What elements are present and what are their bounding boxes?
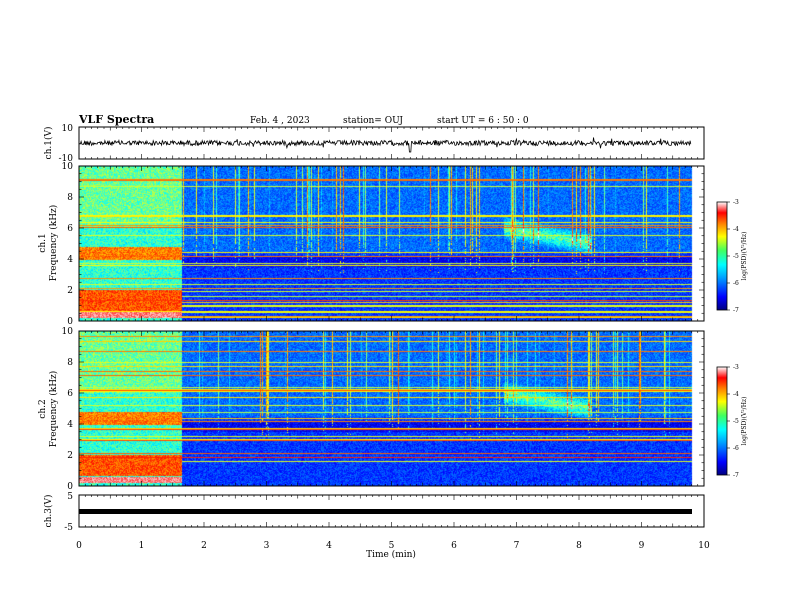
colorbar-tick-label: -5 [733, 253, 739, 260]
y-tick-label: 8 [67, 358, 73, 368]
y-tick-label: 0 [67, 317, 73, 327]
colorbar-tick-label: -5 [733, 418, 739, 425]
ch1-spectrogram-canvas [79, 166, 704, 321]
ch1-ylabel: ch.1(V) [43, 127, 54, 160]
x-tick-label: 2 [201, 541, 207, 551]
x-tick-label: 8 [576, 541, 582, 551]
y-tick-label: 8 [67, 193, 73, 203]
colorbar-tick-label: -4 [733, 391, 739, 398]
ch3-ytick-top: 5 [67, 492, 73, 502]
x-tick-label: 1 [139, 541, 145, 551]
ch3-waveform-panel: 5 -5 ch.3(V) [43, 492, 705, 533]
y-tick-label: 6 [67, 389, 73, 399]
y-tick-label: 4 [67, 255, 73, 265]
x-tick-label: 4 [326, 541, 332, 551]
ch2-colorbar-label: log(PSD)(V²/Hz) [741, 397, 748, 446]
x-tick-label: 6 [451, 541, 457, 551]
colorbar-tick-label: -7 [733, 307, 739, 314]
x-tick-label: 7 [514, 541, 520, 551]
ch2-spectrogram-panel: 0 2 4 6 8 10 ch.2 Frequency (kHz) [38, 327, 705, 492]
ch2-colorbar: -3 -4 -5 -6 -7 log(PSD)(V²/Hz) [716, 364, 748, 479]
colorbar-tick-label: -4 [733, 226, 739, 233]
ch3-waveform-band [79, 509, 692, 514]
y-tick-label: 4 [67, 420, 73, 430]
station-label: station= OUJ [343, 116, 403, 126]
ch2-spec-ylabel-line1: ch.2 [38, 399, 48, 418]
colorbar-tick-label: -7 [733, 472, 739, 479]
x-tick-label: 10 [698, 541, 710, 551]
ch2-spectrogram-canvas [79, 331, 704, 486]
y-tick-label: 2 [67, 286, 73, 296]
ch1-waveform-line [78, 137, 692, 153]
ch1-waveform-panel: 10 -10 ch.1(V) [43, 124, 705, 164]
x-tick-label: 9 [639, 541, 645, 551]
ch3-ylabel: ch.3(V) [43, 495, 54, 528]
start-time-label: start UT = 6 : 50 : 0 [437, 116, 529, 126]
ch3-ytick-bottom: -5 [64, 523, 73, 533]
ch1-colorbar-label: log(PSD)(V²/Hz) [741, 232, 748, 281]
x-axis-label: Time (min) [366, 549, 416, 560]
colorbar-tick-label: -6 [733, 445, 739, 452]
ch1-colorbar: -3 -4 -5 -6 -7 log(PSD)(V²/Hz) [716, 199, 748, 314]
figure-title: VLF Spectra [78, 113, 154, 126]
x-tick-label: 5 [389, 541, 395, 551]
ch1-spectrogram-panel: 0 2 4 6 8 10 ch.1 Frequency (kHz) [38, 162, 705, 327]
ch1-spec-ylabel-line2: Frequency (kHz) [48, 205, 59, 282]
y-tick-label: 10 [62, 162, 74, 172]
x-tick-label: 3 [264, 541, 270, 551]
ch1-ytick-top: 10 [62, 124, 74, 134]
colorbar-tick-label: -3 [733, 364, 739, 371]
x-tick-label: 0 [76, 541, 82, 551]
y-tick-label: 10 [62, 327, 74, 337]
ch2-spec-ylabel-line2: Frequency (kHz) [48, 371, 59, 448]
colorbar-tick-label: -6 [733, 280, 739, 287]
ch1-spec-ylabel-line1: ch.1 [38, 233, 48, 252]
x-tick-labels: 0 1 2 3 4 5 6 7 8 9 10 [76, 541, 710, 551]
y-tick-label: 0 [67, 482, 73, 492]
date-label: Feb. 4 , 2023 [250, 116, 310, 126]
y-tick-label: 2 [67, 451, 73, 461]
ch1-ytick-bottom: -10 [59, 154, 74, 164]
y-tick-label: 6 [67, 224, 73, 234]
colorbar-tick-label: -3 [733, 199, 739, 206]
